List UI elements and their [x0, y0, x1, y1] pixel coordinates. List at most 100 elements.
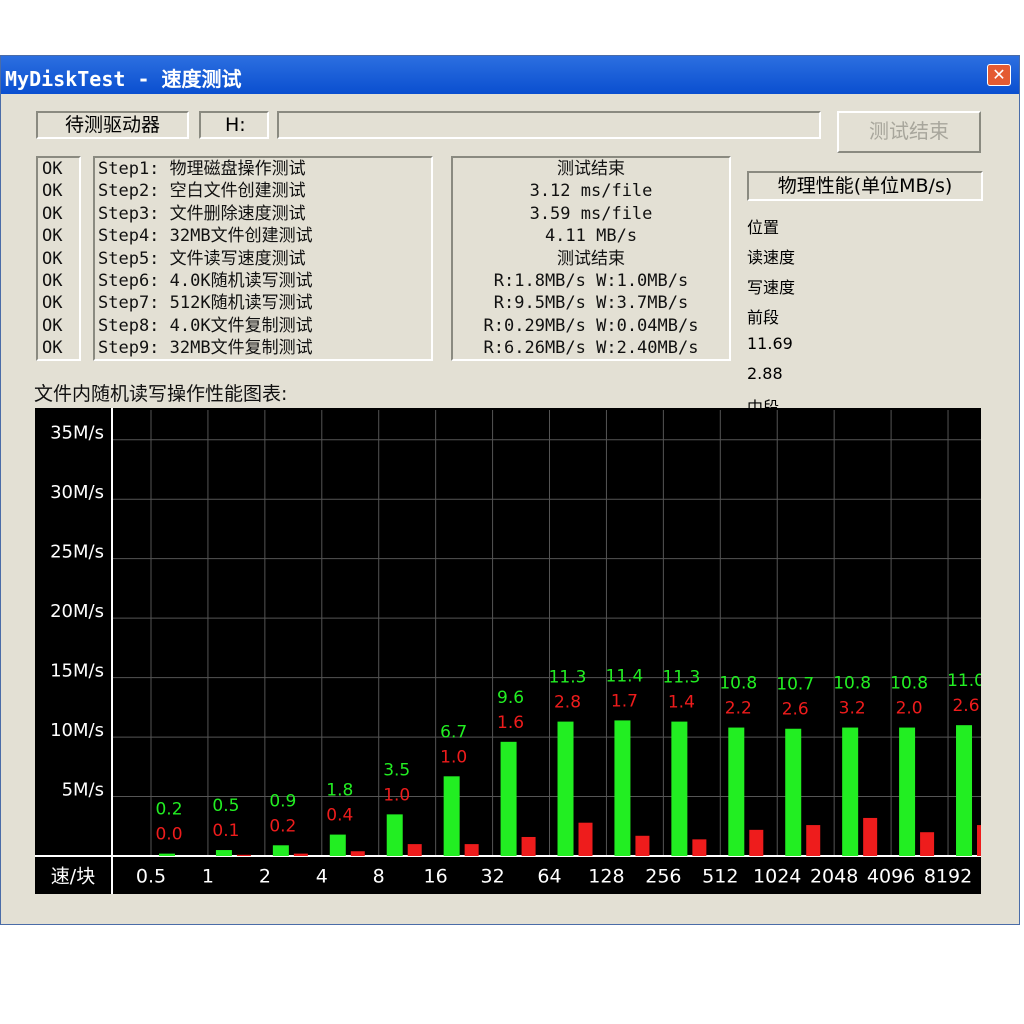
bar: [842, 727, 859, 856]
step-name: Step8: 4.0K文件复制测试: [98, 315, 313, 336]
x-tick-label: 4096: [867, 866, 915, 888]
step-status: OK: [42, 159, 63, 179]
x-tick-label: 128: [588, 866, 624, 888]
y-tick-label: 35M/s: [50, 423, 104, 444]
step-status: OK: [42, 248, 63, 269]
bar: [578, 822, 593, 856]
step-name: Step7: 512K随机读写测试: [98, 293, 313, 314]
value-label: 0.2: [155, 800, 182, 820]
value-label: 2.6: [782, 700, 809, 720]
chart: 5M/s 10M/s 15M/s 20M/s 25M/s 30M/s 35M/s 速/块 0.5…: [35, 408, 981, 894]
result-line: R:9.5MB/s W:3.7MB/s: [493, 293, 689, 314]
x-tick-label: 512: [702, 866, 738, 888]
y-tick-label: 25M/s: [50, 542, 104, 563]
value-label: 0.2: [269, 816, 296, 836]
value-label: 11.0: [947, 671, 981, 691]
bar: [785, 728, 802, 856]
value-label: 11.3: [549, 668, 587, 688]
value-label: 2.8: [554, 693, 581, 713]
close-button[interactable]: ✕: [987, 64, 1011, 86]
chart-caption: 文件内随机读写操作性能图表:: [34, 383, 288, 405]
value-label: 0.0: [155, 825, 182, 845]
bar: [350, 851, 365, 856]
status-column: OK OK OK OK OK OK OK OK OK: [36, 156, 81, 361]
value-label: 2.6: [952, 696, 979, 716]
bar: [920, 832, 935, 856]
x-tick-label: 8192: [924, 866, 972, 888]
value-label: 1.0: [383, 785, 410, 805]
y-tick-label: 30M/s: [50, 482, 104, 503]
step-name: Step2: 空白文件创建测试: [98, 181, 306, 202]
step-status: OK: [42, 315, 63, 336]
bar: [635, 835, 650, 856]
x-tick-label: 16: [424, 866, 448, 888]
step-status: OK: [42, 271, 63, 292]
step-name: Step5: 文件读写速度测试: [98, 248, 306, 269]
bar: [293, 853, 308, 856]
step-name: Step1: 物理磁盘操作测试: [98, 159, 306, 179]
value-label: 11.4: [606, 666, 644, 686]
y-tick-label: 5M/s: [62, 780, 104, 801]
value-label: 10.8: [890, 674, 928, 694]
value-label: 0.4: [326, 806, 353, 826]
step-name: Step6: 4.0K随机读写测试: [98, 271, 313, 292]
y-tick-label: 20M/s: [50, 601, 104, 622]
bar: [329, 834, 346, 856]
x-tick-label: 1: [202, 866, 214, 888]
window-title: MyDiskTest - 速度测试: [5, 67, 242, 91]
result-line: 3.59 ms/file: [529, 203, 653, 224]
result-column: 测试结束 3.12 ms/file 3.59 ms/file 4.11 MB/s 测试结…: [451, 156, 731, 361]
bar: [692, 839, 707, 856]
step-status: OK: [42, 226, 63, 247]
value-label: 0.9: [269, 791, 296, 811]
result-line: R:0.29MB/s W:0.04MB/s: [483, 315, 699, 336]
value-label: 2.2: [725, 699, 752, 719]
table-header: 读速度: [747, 248, 796, 267]
drive-label: 待测驱动器: [36, 111, 189, 139]
bar: [728, 727, 745, 856]
perf-title: 物理性能(单位MB/s): [747, 171, 983, 201]
x-tick-label: 4: [316, 866, 328, 888]
step-column: Step1: 物理磁盘操作测试 Step2: 空白文件创建测试 Step3: 文件删…: [93, 156, 433, 361]
result-line: 4.11 MB/s: [544, 226, 638, 247]
bar: [749, 829, 764, 856]
x-tick-label: 2: [259, 866, 271, 888]
bar: [899, 727, 916, 856]
value-label: 6.7: [440, 722, 467, 742]
bar: [272, 845, 289, 856]
bar: [977, 825, 981, 856]
bar: [215, 850, 232, 856]
value-label: 0.5: [212, 796, 239, 816]
bar: [614, 720, 631, 856]
step-status: OK: [42, 338, 63, 359]
result-line: R:1.8MB/s W:1.0MB/s: [493, 271, 689, 292]
title-bar: MyDiskTest - 速度测试 ✕: [1, 56, 1019, 94]
x-tick-label: 256: [645, 866, 681, 888]
bar: [386, 814, 403, 856]
value-label: 10.7: [776, 675, 814, 695]
value-label: 1.7: [611, 691, 638, 711]
table-header: 写速度: [747, 278, 796, 297]
step-status: OK: [42, 293, 63, 314]
x-axis-label: 速/块: [51, 866, 95, 888]
value-label: 1.4: [668, 693, 695, 713]
step-name: Step3: 文件删除速度测试: [98, 203, 306, 224]
bar: [500, 741, 517, 856]
value-label: 3.5: [383, 760, 410, 780]
x-tick-label: 1024: [753, 866, 801, 888]
value-label: 0.1: [212, 821, 239, 841]
x-tick-label: 64: [537, 866, 561, 888]
value-label: 1.6: [497, 713, 524, 733]
result-line: 测试结束: [557, 248, 625, 269]
result-line: R:6.26MB/s W:2.40MB/s: [483, 338, 699, 359]
drive-value: H:: [199, 111, 269, 139]
table-cell: 2.88: [747, 364, 783, 383]
end-button[interactable]: 测试结束: [837, 111, 981, 153]
y-tick-label: 10M/s: [50, 720, 104, 741]
value-label: 1.8: [326, 781, 353, 801]
value-label: 9.6: [497, 688, 524, 708]
value-label: 10.8: [833, 674, 871, 694]
table-cell: 前段: [747, 308, 780, 327]
x-tick-label: 8: [373, 866, 385, 888]
